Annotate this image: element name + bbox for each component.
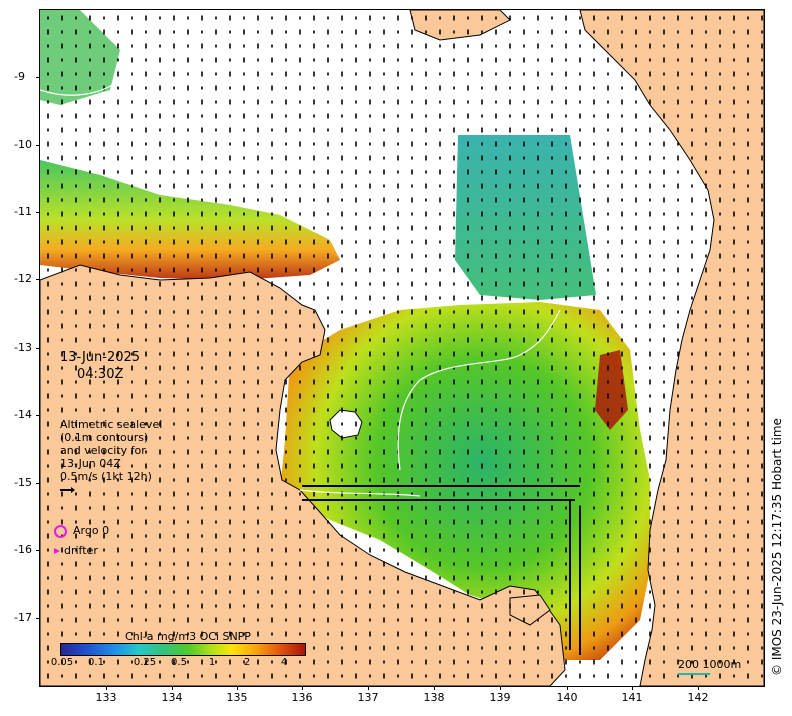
x-tick-mark [368, 686, 369, 690]
chl-patch-gulf [280, 302, 650, 660]
y-tick-mark [36, 145, 40, 146]
x-tick-label: 142 [687, 691, 709, 704]
argo-label: Argo 0 [73, 524, 110, 537]
y-tick-mark [36, 348, 40, 349]
y-tick-label: -12 [14, 272, 32, 285]
x-tick-mark [500, 686, 501, 690]
chl-patch-east-red [595, 350, 628, 430]
x-tick-mark [632, 686, 633, 690]
depth-scale-line [678, 673, 710, 675]
y-tick-mark [36, 415, 40, 416]
land-mornington-island [509, 594, 551, 626]
velocity-scale-arrow-icon [60, 487, 75, 493]
colorbar-tick: 0.25 [133, 657, 157, 668]
y-tick-label: -9 [14, 70, 25, 83]
drifter-icon [54, 548, 60, 554]
x-tick-mark [106, 686, 107, 690]
legend-line-1: Altimetric sealevel [60, 418, 163, 431]
depth-scale: 200 1000m [678, 658, 741, 675]
x-tick-label: 140 [556, 691, 578, 704]
y-tick-mark [36, 212, 40, 213]
x-tick-mark [434, 686, 435, 690]
colorbar-tick: 0.05 [50, 657, 74, 668]
y-tick-mark [36, 550, 40, 551]
y-tick-mark [36, 483, 40, 484]
land-new-guinea [409, 10, 511, 41]
y-tick-label: -15 [14, 476, 32, 489]
x-tick-label: 141 [621, 691, 643, 704]
y-tick-label: -14 [14, 408, 32, 421]
sealevel-legend: Altimetric sealevel (0.1m contours) and … [60, 418, 163, 493]
map-canvas[interactable] [40, 10, 764, 686]
chl-patch-north [40, 10, 120, 105]
x-tick-label: 137 [357, 691, 379, 704]
argo-float-icon [54, 524, 67, 538]
land-cape-york [579, 10, 764, 686]
chl-patch-central [455, 135, 596, 300]
x-tick-label: 138 [423, 691, 445, 704]
argo-legend: Argo 0 [54, 524, 109, 538]
x-tick-label: 136 [291, 691, 313, 704]
colorbar-tick: 0.5 [171, 657, 187, 668]
x-tick-mark [698, 686, 699, 690]
date-line: 13-Jun-2025 [60, 350, 141, 365]
map-panel[interactable] [39, 9, 765, 687]
x-tick-label: 135 [226, 691, 248, 704]
y-tick-label: -13 [14, 341, 32, 354]
y-tick-label: -10 [14, 138, 32, 151]
legend-line-3: and velocity for [60, 444, 146, 457]
colorbar-title: Chl-a mg/m3 OCi SNPP [125, 630, 251, 643]
x-tick-label: 134 [161, 691, 183, 704]
x-tick-mark [237, 686, 238, 690]
colorbar-tick: 1 [208, 657, 216, 668]
colorbar-tick: 0.1 [88, 657, 104, 668]
x-tick-label: 139 [489, 691, 511, 704]
drifter-legend: drifter [54, 544, 98, 558]
copyright-notice: © IMOS 23-Jun-2025 12:17:35 Hobart time [770, 418, 784, 676]
depth-scale-label: 200 1000m [678, 658, 742, 671]
drifter-label: drifter [64, 544, 98, 557]
velocity-vector-grid [47, 15, 763, 679]
y-tick-label: -16 [14, 543, 32, 556]
y-tick-mark [36, 618, 40, 619]
legend-line-2: (0.1m contours) [60, 431, 149, 444]
gulf-current-arrows [302, 485, 581, 655]
chlorophyll-colorbar: Chl-a mg/m3 OCi SNPP 0.05 0.1 0.25 0.5 1… [48, 630, 318, 670]
colorbar-gradient [60, 643, 306, 656]
x-tick-mark [302, 686, 303, 690]
legend-line-4: 13-Jun 04Z [60, 457, 121, 470]
x-tick-mark [172, 686, 173, 690]
sealevel-contours [40, 79, 561, 497]
y-tick-label: -17 [14, 611, 32, 624]
time-line: 04:30Z [77, 367, 124, 382]
legend-line-5: 0.5m/s (1kt 12h) [60, 470, 152, 483]
colorbar-tick: 2 [243, 657, 251, 668]
y-tick-mark [36, 77, 40, 78]
x-tick-label: 133 [95, 691, 117, 704]
y-tick-mark [36, 279, 40, 280]
chl-patch-arafura-west [40, 160, 340, 280]
colorbar-tick: 4 [280, 657, 288, 668]
x-tick-mark [567, 686, 568, 690]
date-label: 13-Jun-2025 04:30Z [60, 349, 140, 383]
colorbar-tick-labels: 0.05 0.1 0.25 0.5 1 2 4 [51, 656, 306, 670]
y-tick-label: -11 [14, 205, 32, 218]
